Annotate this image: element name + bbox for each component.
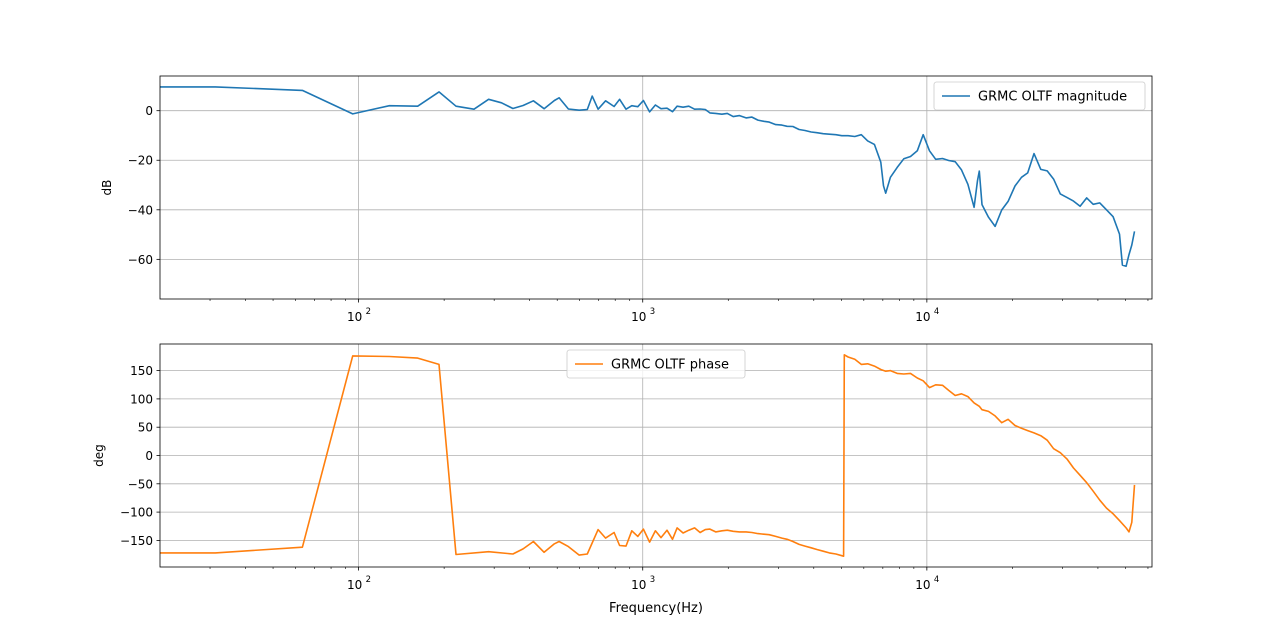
y-tick-label: 150 [130,364,153,378]
phase-ticks: 10 2 10 3 10 4 150 100 50 0 −50 −100 −150 [120,364,1149,592]
y-tick-label: −60 [128,253,153,267]
y-tick-label: −20 [128,154,153,168]
phase-y-axis-label: deg [92,444,106,467]
x-tick-label: 10 [631,310,646,324]
phase-legend: GRMC OLTF phase [566,349,746,379]
phase-x-axis-label: Frequency(Hz) [609,601,703,616]
magnitude-legend: GRMC OLTF magnitude [933,81,1146,111]
x-tick-label-exponent: 3 [650,307,655,317]
magnitude-panel: 10 2 10 3 10 4 0 −20 −40 −60 dB GRMC OLTF magnitu… [100,75,1153,324]
phase-legend-box [566,349,746,379]
magnitude-legend-label: GRMC OLTF magnitude [978,90,1127,105]
x-tick-label-exponent: 4 [934,307,939,317]
x-tick-label: 10 [347,578,362,592]
magnitude-grid [160,76,1152,299]
phase-panel: 10 2 10 3 10 4 150 100 50 0 −50 −100 −150 deg Freque… [92,343,1153,616]
y-tick-label: 0 [145,104,153,118]
magnitude-ticks: 10 2 10 3 10 4 0 −20 −40 −60 [128,104,1149,324]
x-tick-label: 10 [631,578,646,592]
y-tick-label: 50 [138,421,153,435]
y-tick-label: 0 [145,449,153,463]
phase-grid [160,344,1152,567]
magnitude-axes-frame [159,75,1153,300]
y-tick-label: −150 [120,534,153,548]
x-tick-label-exponent: 3 [650,575,655,585]
magnitude-series-group [160,86,1136,268]
phase-series-group [160,353,1136,558]
series-line [160,353,1136,558]
magnitude-y-axis-label: dB [100,180,114,196]
x-tick-label-exponent: 4 [934,575,939,585]
x-tick-label-exponent: 2 [366,307,371,317]
x-tick-label: 10 [915,310,930,324]
y-tick-label: −100 [120,506,153,520]
y-tick-label: −40 [128,203,153,217]
series-line [160,86,1136,268]
magnitude-legend-box [933,81,1146,111]
x-tick-label: 10 [347,310,362,324]
y-tick-label: −50 [128,477,153,491]
x-tick-label-exponent: 2 [366,575,371,585]
y-tick-label: 100 [130,392,153,406]
phase-legend-label: GRMC OLTF phase [611,358,729,373]
x-tick-label: 10 [915,578,930,592]
